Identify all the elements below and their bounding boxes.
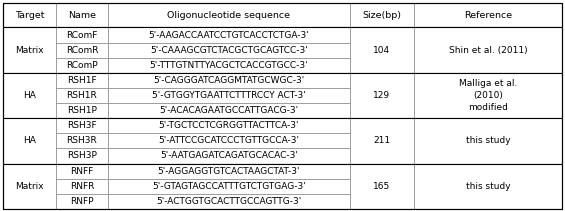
Text: RNFP: RNFP [70, 197, 94, 206]
Text: RSH3R: RSH3R [67, 136, 97, 145]
Bar [108, 43, 350, 58]
Text: RSH1R: RSH1R [67, 91, 97, 100]
Bar [56, 88, 108, 103]
Text: RSH1F: RSH1F [67, 76, 97, 85]
Bar [108, 118, 350, 133]
Bar [108, 73, 350, 88]
Text: 5'-CAAAGCGTCTACGCTGCAGTCC-3': 5'-CAAAGCGTCTACGCTGCAGTCC-3' [150, 46, 308, 55]
Bar [350, 164, 414, 209]
Text: RComF: RComF [66, 31, 98, 39]
Bar [3, 164, 562, 209]
Bar [56, 27, 108, 43]
Text: RNFR: RNFR [70, 182, 94, 191]
Text: Oligonucleotide sequence: Oligonucleotide sequence [167, 11, 290, 20]
Bar [3, 164, 56, 209]
Bar [108, 164, 350, 179]
Text: RComP: RComP [66, 61, 98, 70]
Bar [350, 118, 414, 164]
Text: this study: this study [466, 136, 510, 145]
Bar [56, 103, 108, 118]
Bar [108, 88, 350, 103]
Bar [350, 73, 414, 118]
Bar [3, 3, 562, 27]
Text: 165: 165 [373, 182, 390, 191]
Bar [414, 164, 562, 209]
Bar [56, 164, 108, 179]
Bar [56, 3, 108, 27]
Text: 129: 129 [373, 91, 390, 100]
Text: 5'-AATGAGATCAGATGCACAC-3': 5'-AATGAGATCAGATGCACAC-3' [160, 151, 298, 161]
Text: Matrix: Matrix [15, 182, 44, 191]
Text: 5'-TGCTCCTCGRGGTTACTTCA-3': 5'-TGCTCCTCGRGGTTACTTCA-3' [159, 121, 299, 130]
Bar [56, 58, 108, 73]
Bar [3, 118, 56, 164]
Bar [108, 58, 350, 73]
Text: RSH1P: RSH1P [67, 106, 97, 115]
Text: 211: 211 [373, 136, 390, 145]
Text: RSH3P: RSH3P [67, 151, 97, 161]
Text: RSH3F: RSH3F [67, 121, 97, 130]
Bar [3, 27, 56, 73]
Bar [56, 118, 108, 133]
Bar [350, 27, 414, 73]
Bar [3, 118, 562, 164]
Bar [108, 148, 350, 164]
Text: 104: 104 [373, 46, 390, 55]
Bar [414, 118, 562, 164]
Text: Shin et al. (2011): Shin et al. (2011) [449, 46, 527, 55]
Bar [108, 194, 350, 209]
Bar [414, 73, 562, 118]
Text: RNFF: RNFF [71, 167, 94, 176]
Text: RComR: RComR [66, 46, 98, 55]
Text: 5'-AAGACCAATCCTGTCACCTCTGA-3': 5'-AAGACCAATCCTGTCACCTCTGA-3' [149, 31, 309, 39]
Text: Malliga et al.
(2010)
modified: Malliga et al. (2010) modified [459, 79, 517, 112]
Text: Name: Name [68, 11, 96, 20]
Text: 5'-AGGAGGTGTCACTAAGCTAT-3': 5'-AGGAGGTGTCACTAAGCTAT-3' [158, 167, 300, 176]
Bar [56, 73, 108, 88]
Bar [108, 133, 350, 148]
Bar [350, 3, 414, 27]
Bar [108, 3, 350, 27]
Bar [108, 179, 350, 194]
Text: 5'-CAGGGATCAGGMTATGCWGC-3': 5'-CAGGGATCAGGMTATGCWGC-3' [153, 76, 305, 85]
Text: Reference: Reference [464, 11, 512, 20]
Bar [56, 148, 108, 164]
Bar [3, 73, 56, 118]
Text: HA: HA [23, 136, 36, 145]
Text: Target: Target [15, 11, 44, 20]
Bar [56, 133, 108, 148]
Text: 5'-TTTGTNTTYACGCTCACCGTGCC-3': 5'-TTTGTNTTYACGCTCACCGTGCC-3' [150, 61, 308, 70]
Bar [414, 27, 562, 73]
Text: this study: this study [466, 182, 510, 191]
Text: 5'-GTGGYTGAATTCTTTRCCY ACT-3': 5'-GTGGYTGAATTCTTTRCCY ACT-3' [152, 91, 306, 100]
Bar [3, 73, 562, 118]
Bar [56, 43, 108, 58]
Text: HA: HA [23, 91, 36, 100]
Bar [56, 179, 108, 194]
Bar [108, 27, 350, 43]
Bar [3, 27, 562, 73]
Text: Matrix: Matrix [15, 46, 44, 55]
Text: Size(bp): Size(bp) [362, 11, 401, 20]
Text: 5'-ATTCCGCATCCCTGTTGCCA-3': 5'-ATTCCGCATCCCTGTTGCCA-3' [158, 136, 299, 145]
Text: 5'-GTAGTAGCCATTTGTCTGTGAG-3': 5'-GTAGTAGCCATTTGTCTGTGAG-3' [152, 182, 306, 191]
Bar [108, 103, 350, 118]
Text: 5'-ACACAGAATGCCATTGACG-3': 5'-ACACAGAATGCCATTGACG-3' [159, 106, 298, 115]
Bar [3, 3, 56, 27]
Text: 5'-ACTGGTGCACTTGCCAGTTG-3': 5'-ACTGGTGCACTTGCCAGTTG-3' [156, 197, 301, 206]
Bar [414, 3, 562, 27]
Bar [56, 194, 108, 209]
